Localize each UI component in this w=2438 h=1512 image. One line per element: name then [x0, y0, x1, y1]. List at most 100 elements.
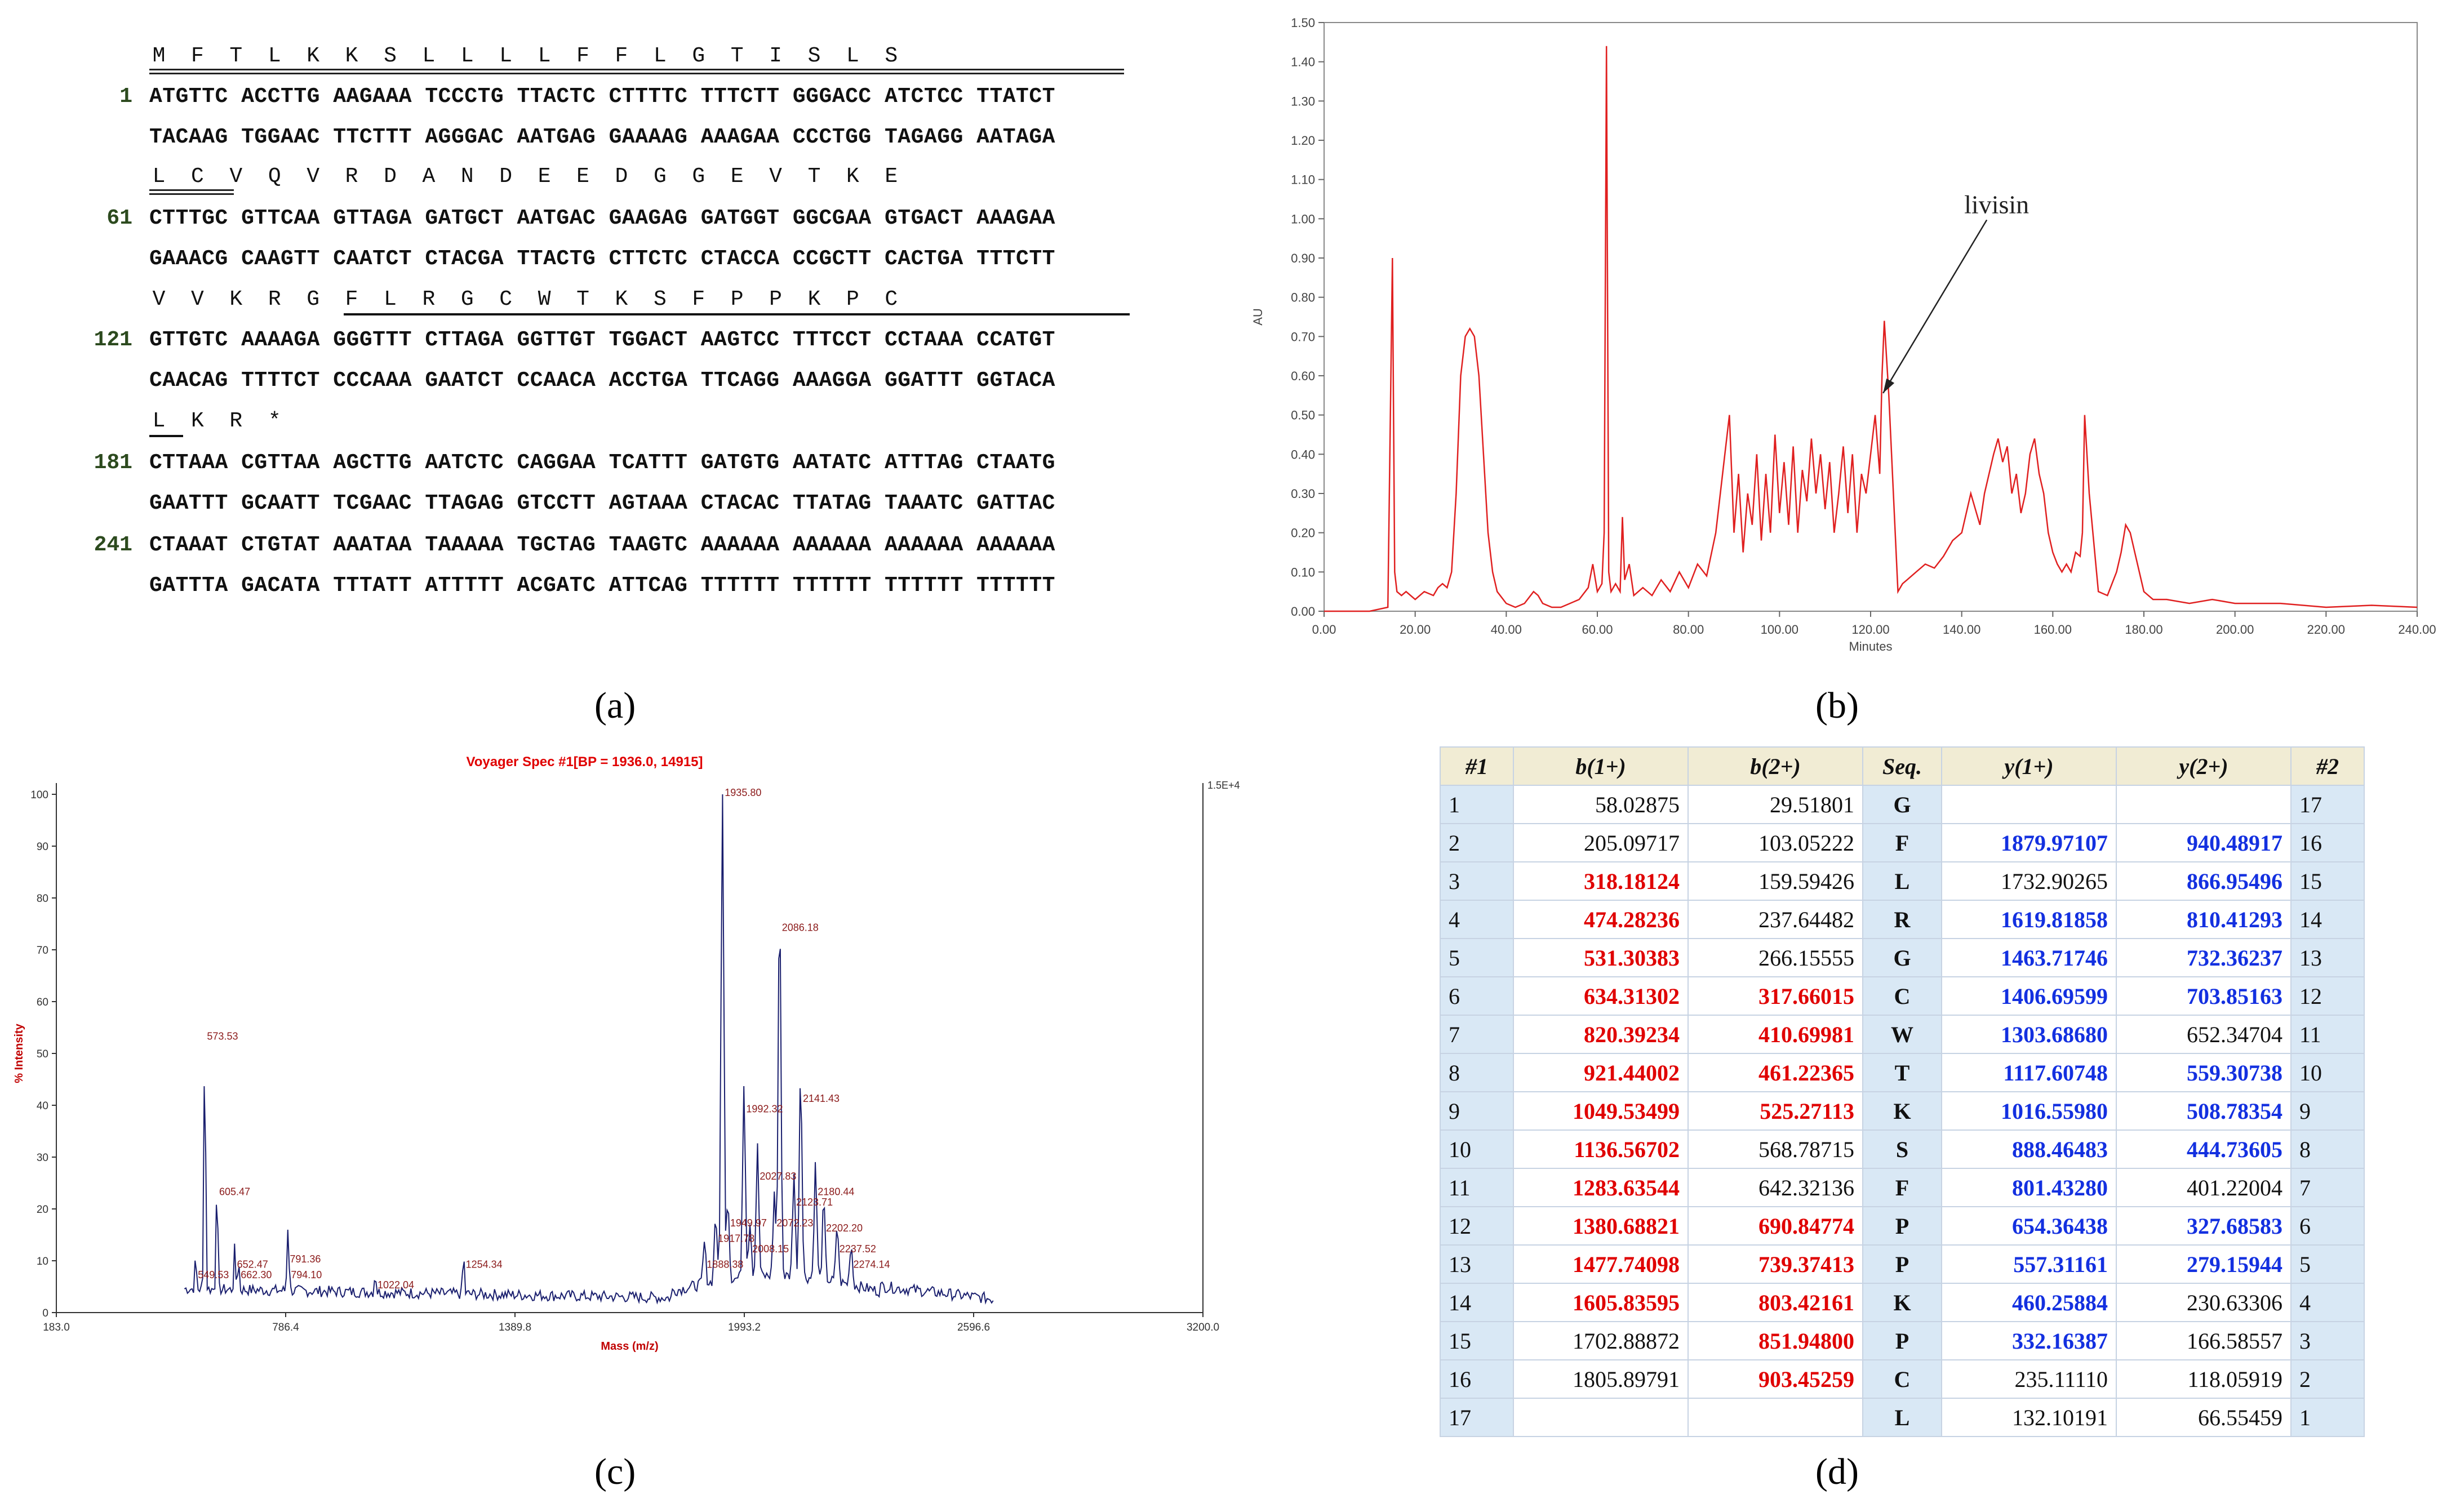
x-tick-label: 20.00	[1400, 622, 1431, 637]
fragment-ion-table: #1 b(1+) b(2+) Seq. y(1+) y(2+) #2 1 58.02875 29…	[1440, 746, 2365, 1437]
peak-label: 1917.78	[718, 1233, 754, 1244]
table-cell: 205.09717	[1513, 823, 1689, 862]
table-row: 9 1049.53499 525.27113 K 1016.55980 508.78354…	[1440, 1091, 2365, 1131]
panel-a-sequence: M F T L K K S L L L L F F L G T I S L S …	[0, 0, 1183, 648]
x-tick-label: 120.00	[1851, 622, 1889, 637]
x-tick-label: 786.4	[272, 1322, 299, 1333]
table-cell: G	[1862, 785, 1942, 824]
y-tick-label: 100	[30, 789, 48, 801]
table-row: 7 820.39234 410.69981 W 1303.68680 652.34704 1…	[1440, 1015, 2365, 1054]
table-cell	[1687, 1398, 1863, 1437]
dna-top-line: CTAAAT CTGTAT AAATAA TAAAAA TGCTAG TAAGT…	[149, 533, 1055, 557]
table-cell: 66.55459	[2116, 1398, 2292, 1437]
x-tick-label: 60.00	[1582, 622, 1613, 637]
ion-table: #1 b(1+) b(2+) Seq. y(1+) y(2+) #2 1 58.02875 29…	[1440, 746, 2365, 1437]
peak-label: 652.47	[237, 1258, 268, 1270]
x-tick-label: 240.00	[2398, 622, 2436, 637]
table-cell: 444.73605	[2116, 1129, 2292, 1169]
table-row: 14 1605.83595 803.42161 K 460.25884 230.63306…	[1440, 1283, 2365, 1322]
annotation-livisin: livisin	[1964, 190, 2029, 219]
dna-top-line: ATGTTC ACCTTG AAGAAA TCCCTG TTACTC CTTTT…	[149, 85, 1055, 109]
spectrum-trace	[184, 794, 994, 1305]
table-cell: 474.28236	[1513, 900, 1689, 939]
table-cell: 279.15944	[2116, 1244, 2292, 1284]
table-cell: 5	[2290, 1244, 2365, 1284]
table-cell: F	[1862, 823, 1942, 862]
column-header: b(2+)	[1687, 746, 1863, 786]
table-cell: 17	[2290, 785, 2365, 824]
table-cell: 1879.97107	[1941, 823, 2117, 862]
table-cell: L	[1862, 861, 1942, 901]
table-row: 6 634.31302 317.66015 C 1406.69599 703.85163 1…	[1440, 976, 2365, 1016]
y-tick-label: 0.20	[1291, 526, 1315, 540]
table-cell: 1805.89791	[1513, 1359, 1689, 1399]
table-cell: 642.32136	[1687, 1168, 1863, 1207]
line-number: 181	[94, 451, 132, 475]
y-tick-label: 0.10	[1291, 565, 1315, 579]
table-cell: 327.68583	[2116, 1206, 2292, 1246]
table-cell: 1016.55980	[1941, 1091, 2117, 1131]
table-row: 4 474.28236 237.64482 R 1619.81858 810.41293 1…	[1440, 900, 2365, 939]
y-tick-label: 0.30	[1291, 487, 1315, 501]
table-row: 16 1805.89791 903.45259 C 235.11110 118.05919…	[1440, 1359, 2365, 1399]
table-cell: 103.05222	[1687, 823, 1863, 862]
y-tick-label: 80	[37, 893, 48, 905]
dna-top-line: GTTGTC AAAAGA GGGTTT CTTAGA GGTTGT TGGAC…	[149, 328, 1055, 352]
dna-bottom-line: GAAACG CAAGTT CAATCT CTACGA TTACTG CTTCT…	[149, 247, 1055, 271]
table-cell: 9	[2290, 1091, 2365, 1131]
y-tick-label: 0.60	[1291, 369, 1315, 383]
x-tick-label: 1993.2	[728, 1322, 761, 1333]
y-tick-label: 0	[42, 1308, 48, 1319]
table-cell: 8	[1440, 1053, 1514, 1092]
peak-label: 2123.71	[796, 1197, 833, 1208]
caption-a: (a)	[594, 685, 636, 726]
caption-d: (d)	[1815, 1451, 1859, 1492]
table-cell: 132.10191	[1941, 1398, 2117, 1437]
y-tick-label: 1.20	[1291, 134, 1315, 148]
dna-bottom-line: TACAAG TGGAAC TTCTTT AGGGAC AATGAG GAAAA…	[149, 125, 1055, 149]
peak-label: 2202.20	[826, 1222, 863, 1234]
table-cell	[1513, 1398, 1689, 1437]
table-cell	[1941, 785, 2117, 824]
line-number: 241	[94, 533, 132, 557]
table-cell: 318.18124	[1513, 861, 1689, 901]
table-cell: L	[1862, 1398, 1942, 1437]
table-cell: 14	[2290, 900, 2365, 939]
arrowhead	[1883, 378, 1895, 393]
y-tick-label: 0.70	[1291, 330, 1315, 344]
peak-label: 549.53	[198, 1269, 229, 1280]
table-cell: 5	[1440, 938, 1514, 977]
hplc-chromatogram: 0.00 0.10 0.20 0.30 0.40 0.50 0.60 0.70 0.80 0.90…	[1240, 0, 2438, 673]
table-cell: 3	[1440, 861, 1514, 901]
column-header: Seq.	[1862, 746, 1942, 786]
table-cell: 1605.83595	[1513, 1283, 1689, 1322]
aa-line-2: L C V Q V R D A N D E E D G G E V T K E	[127, 164, 898, 189]
table-cell: 6	[1440, 976, 1514, 1016]
x-tick-label: 40.00	[1491, 622, 1522, 637]
peak-label: 1949.97	[730, 1217, 767, 1229]
table-cell: F	[1862, 1168, 1942, 1207]
right-axis-label: 1.5E+4	[1207, 780, 1240, 791]
table-cell: 810.41293	[2116, 900, 2292, 939]
table-cell: 4	[2290, 1283, 2365, 1322]
table-cell: 1117.60748	[1941, 1053, 2117, 1092]
table-cell: 2	[1440, 823, 1514, 862]
table-cell: 820.39234	[1513, 1015, 1689, 1054]
table-cell: 940.48917	[2116, 823, 2292, 862]
y-tick-label: 70	[37, 945, 48, 957]
table-cell: 921.44002	[1513, 1053, 1689, 1092]
table-cell: 1406.69599	[1941, 976, 2117, 1016]
table-cell: 866.95496	[2116, 861, 2292, 901]
table-cell: 4	[1440, 900, 1514, 939]
y-tick-label: 60	[37, 997, 48, 1008]
table-cell: S	[1862, 1129, 1942, 1169]
mature-peptide-underline	[344, 313, 1130, 315]
table-cell: 1463.71746	[1941, 938, 2117, 977]
table-cell: R	[1862, 900, 1942, 939]
peak-label: 2086.18	[782, 922, 819, 933]
table-cell: 10	[1440, 1129, 1514, 1169]
table-row: 17 L 132.10191 66.55459 1	[1440, 1398, 2365, 1437]
table-cell: 410.69981	[1687, 1015, 1863, 1054]
y-tick-label: 50	[37, 1048, 48, 1060]
peak-label: 1254.34	[466, 1258, 503, 1270]
